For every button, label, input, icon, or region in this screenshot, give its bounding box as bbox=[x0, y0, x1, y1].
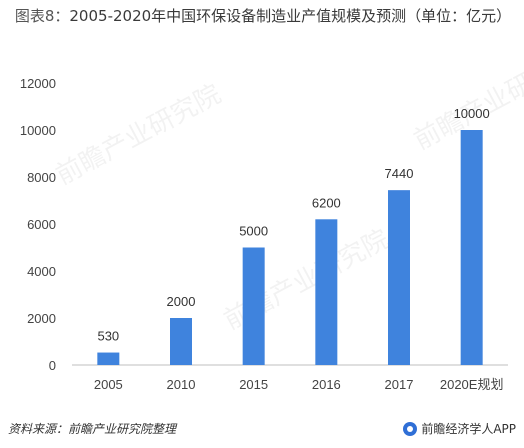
brand-logo-icon bbox=[403, 421, 418, 436]
y-tick-label: 0 bbox=[49, 358, 56, 373]
y-tick-label: 8000 bbox=[27, 170, 56, 185]
brand-name: 前瞻经济学人APP bbox=[421, 422, 516, 436]
watermark-text: 前瞻产业研究院 bbox=[51, 79, 226, 191]
bar bbox=[97, 352, 120, 365]
y-tick-label: 4000 bbox=[27, 264, 56, 279]
data-label: 530 bbox=[97, 329, 119, 344]
data-label: 2000 bbox=[167, 294, 196, 309]
figure-label: 图表8： bbox=[14, 7, 70, 25]
x-tick-label: 2020E规划 bbox=[440, 377, 504, 392]
bar bbox=[388, 190, 410, 365]
data-label: 7440 bbox=[385, 166, 414, 181]
chart-title: 图表8：2005-2020年中国环保设备制造业产值规模及预测（单位：亿元） bbox=[8, 6, 518, 26]
x-tick-label: 2010 bbox=[167, 377, 196, 392]
bar bbox=[170, 318, 192, 365]
y-tick-label: 6000 bbox=[27, 217, 56, 232]
source-note: 资料来源：前瞻产业研究院整理 bbox=[8, 422, 177, 436]
bar bbox=[315, 219, 338, 365]
data-label: 10000 bbox=[454, 106, 490, 121]
y-tick-label: 10000 bbox=[20, 123, 56, 138]
x-tick-label: 2017 bbox=[385, 377, 414, 392]
figure-title-text: 2005-2020年中国环保设备制造业产值规模及预测（单位：亿元） bbox=[69, 7, 512, 25]
y-tick-label: 12000 bbox=[20, 76, 56, 91]
y-tick-label: 2000 bbox=[27, 311, 56, 326]
x-tick-label: 2005 bbox=[94, 377, 123, 392]
data-label: 6200 bbox=[312, 195, 341, 210]
bar bbox=[460, 130, 483, 365]
data-label: 5000 bbox=[239, 224, 268, 239]
x-tick-label: 2015 bbox=[239, 377, 268, 392]
bar bbox=[242, 247, 265, 365]
brand: 前瞻经济学人APP bbox=[403, 420, 516, 437]
footer: 资料来源：前瞻产业研究院整理 前瞻经济学人APP bbox=[8, 420, 516, 440]
x-tick-label: 2016 bbox=[312, 377, 341, 392]
